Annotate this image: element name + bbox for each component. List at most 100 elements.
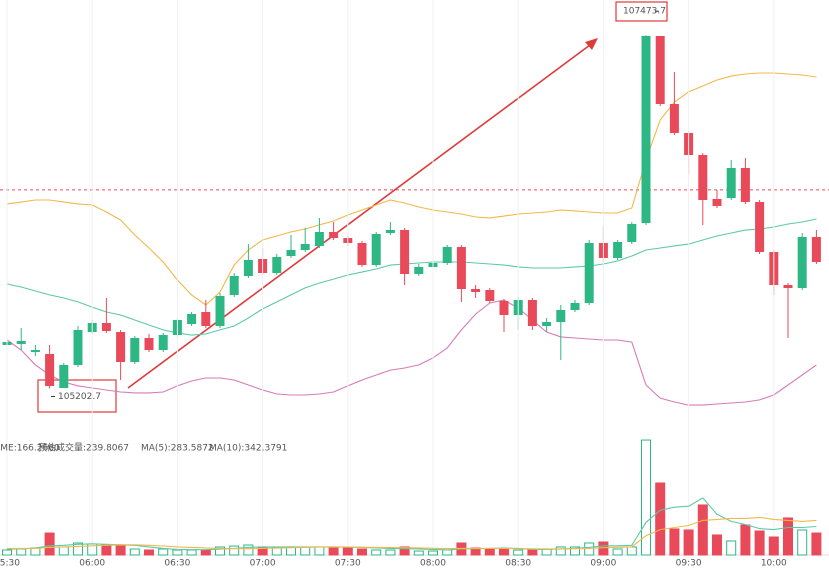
candle-body	[783, 284, 793, 288]
candle-body	[485, 290, 495, 301]
arrow-head	[585, 38, 598, 50]
volume-bar	[612, 548, 623, 556]
candle-body	[371, 234, 381, 266]
candle-body	[627, 224, 637, 242]
candle-body	[158, 335, 168, 350]
candle-body	[556, 310, 566, 322]
volume-bar	[300, 546, 311, 556]
x-tick-label: 09:30	[676, 559, 702, 569]
volume-bar	[129, 548, 140, 556]
x-tick-label: 05:30	[0, 559, 20, 569]
volume-bar	[115, 545, 126, 556]
volume-bar	[626, 546, 637, 556]
volume-bar	[740, 524, 751, 556]
volume-bar	[357, 548, 367, 556]
candle-body	[314, 231, 324, 246]
candle-body	[101, 322, 111, 332]
candle-body	[30, 350, 40, 353]
volume-bar	[811, 532, 822, 556]
volume-bar	[73, 542, 83, 556]
volume-legend: MA(10):342.3791	[209, 444, 287, 454]
volume-bar	[697, 504, 708, 556]
volume-bar	[712, 534, 722, 556]
candle-body	[797, 237, 807, 288]
candle-body	[73, 329, 83, 365]
candle-body	[499, 301, 509, 315]
x-tick-label: 09:00	[590, 559, 616, 569]
volume-bar	[726, 540, 737, 556]
candle-body	[726, 168, 736, 199]
high-box	[615, 1, 668, 22]
volume-bar	[101, 544, 112, 556]
candle-body	[243, 259, 253, 277]
low-label: 105202.7	[58, 392, 101, 402]
candle-body	[229, 276, 239, 295]
volume-bar	[428, 550, 438, 556]
candle-body	[641, 35, 651, 224]
volume-bar	[754, 530, 765, 556]
candle-body	[59, 364, 69, 389]
volume-legend: 预估成交量:239.8067	[38, 442, 129, 454]
volume-bar	[442, 549, 453, 556]
volume-bar	[371, 549, 382, 556]
volume-bar	[342, 547, 353, 556]
volume-bar	[2, 549, 12, 556]
x-tick-label: 10:00	[761, 559, 787, 569]
volume-bar	[186, 549, 197, 556]
indicator-line	[6, 218, 817, 336]
low-box	[37, 379, 117, 413]
x-tick-label: 08:00	[420, 559, 446, 569]
volume-bar	[16, 548, 27, 556]
candle-body	[613, 241, 623, 259]
volume-bar	[200, 549, 211, 556]
volume-bar	[768, 536, 779, 556]
volume-bar	[271, 547, 282, 556]
volume-bar	[797, 529, 808, 556]
trend-arrow	[127, 41, 595, 389]
candle-body	[414, 266, 424, 274]
candle-body	[698, 154, 708, 200]
volume-bar	[669, 528, 680, 556]
volume-bar	[30, 547, 41, 556]
indicator-line	[7, 516, 817, 550]
volume-bar	[598, 541, 609, 556]
candle-body	[442, 247, 452, 263]
candle-body	[300, 244, 310, 250]
candle-body	[187, 314, 197, 325]
candle-body	[471, 289, 481, 292]
candle-body	[655, 35, 665, 105]
volume-bar	[172, 549, 183, 556]
candle-body	[456, 247, 466, 290]
candle-body	[385, 230, 395, 234]
candle-body	[740, 168, 750, 203]
candle-body	[144, 338, 154, 350]
volume-bar	[385, 549, 396, 556]
volume-bar	[783, 517, 793, 556]
candle-body	[811, 237, 821, 263]
volume-legend: MA(5):283.5872	[141, 444, 214, 454]
x-tick-label: 06:00	[79, 559, 105, 569]
candle-body	[584, 242, 594, 304]
volume-bar	[499, 548, 509, 556]
volume-bar	[215, 546, 225, 556]
candle-body	[755, 202, 765, 252]
volume-bar	[413, 550, 424, 556]
candle-body	[272, 256, 282, 273]
candle-body	[286, 249, 296, 256]
x-tick-label: 07:00	[250, 559, 276, 569]
candle-body	[45, 353, 55, 386]
volume-bar	[527, 549, 538, 556]
candle-body	[357, 242, 367, 266]
volume-bar	[58, 546, 69, 556]
volume-bar	[229, 545, 240, 556]
candle-body	[669, 104, 679, 133]
volume-bar	[314, 546, 325, 556]
volume-bar	[243, 544, 254, 556]
candle-body	[201, 311, 211, 326]
volume-bar	[328, 546, 339, 556]
candle-body	[215, 296, 225, 326]
candle-body	[130, 338, 140, 362]
candle-body	[570, 303, 580, 311]
volume-bar	[683, 529, 694, 556]
